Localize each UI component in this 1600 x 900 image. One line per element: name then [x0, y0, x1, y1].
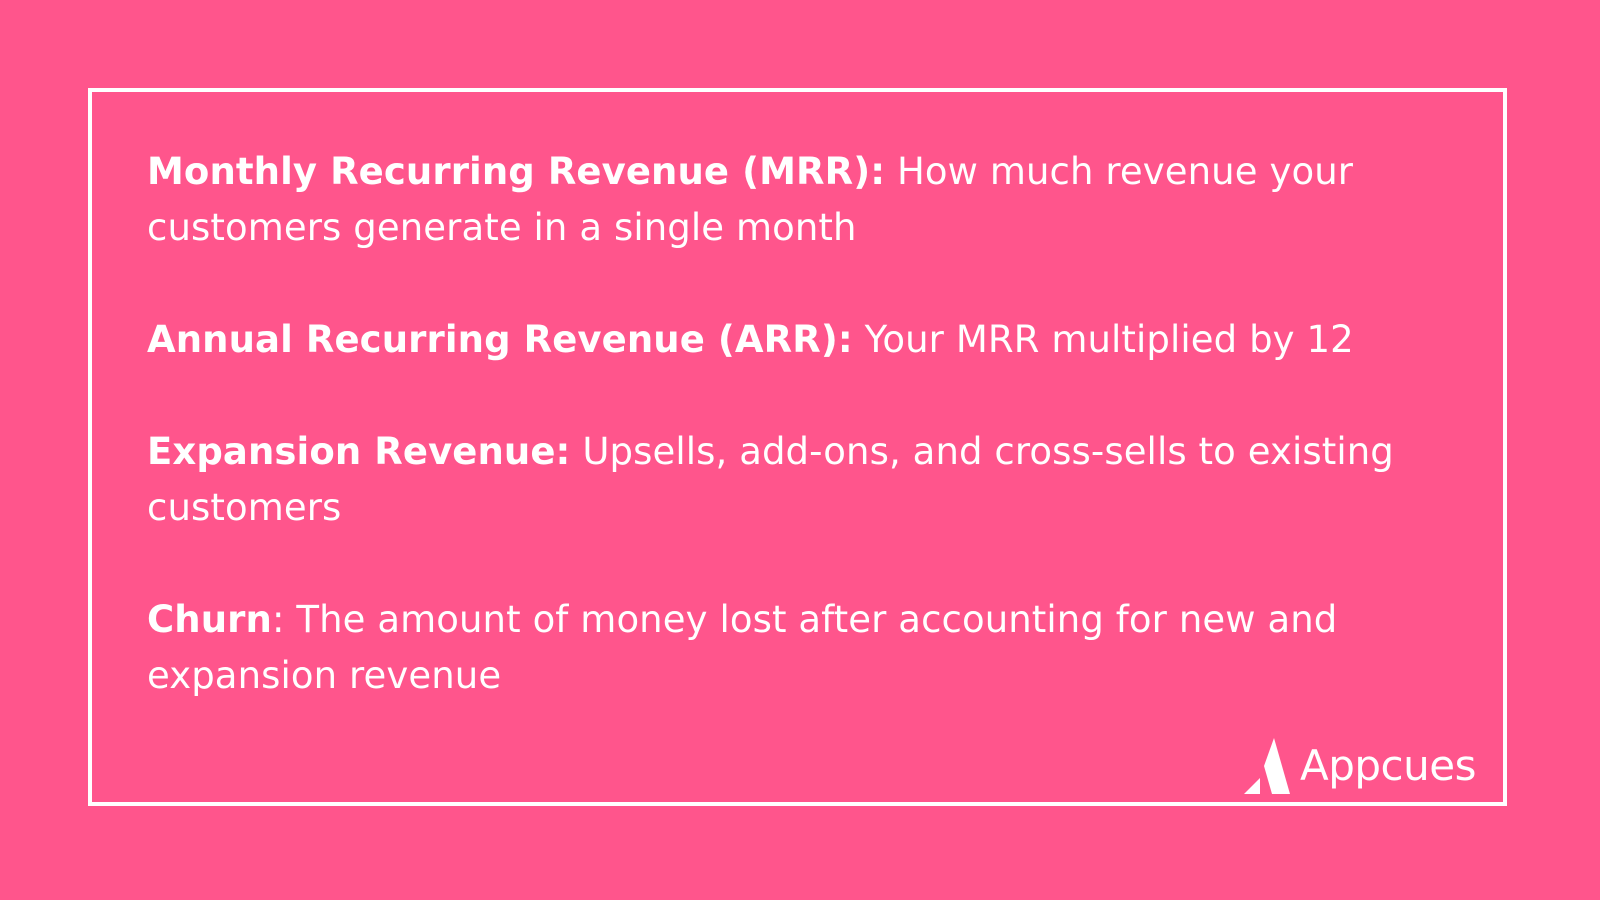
definition-expansion-revenue: Expansion Revenue: Upsells, add-ons, and… [147, 424, 1407, 536]
definition-term: Churn [147, 598, 272, 641]
definition-separator: : [271, 598, 297, 641]
definition-arr: Annual Recurring Revenue (ARR): Your MRR… [147, 312, 1407, 368]
definition-separator [853, 318, 865, 361]
definition-term: Annual Recurring Revenue (ARR): [147, 318, 853, 361]
definition-description: How much revenue your customers generate… [147, 150, 1354, 249]
definitions-list: Monthly Recurring Revenue (MRR): How muc… [147, 144, 1407, 704]
definition-term: Expansion Revenue: [147, 430, 571, 473]
definition-description: The amount of money lost after accountin… [147, 598, 1338, 697]
definition-mrr: Monthly Recurring Revenue (MRR): How muc… [147, 144, 1407, 256]
definition-separator [885, 150, 897, 193]
content-frame [88, 88, 1507, 806]
definition-description: Your MRR multiplied by 12 [864, 318, 1354, 361]
appcues-logo-icon [1244, 738, 1290, 794]
appcues-logo: Appcues [1244, 738, 1476, 794]
definition-churn: Churn: The amount of money lost after ac… [147, 592, 1407, 704]
definition-term: Monthly Recurring Revenue (MRR): [147, 150, 886, 193]
brand-name: Appcues [1300, 741, 1476, 790]
definition-separator [570, 430, 582, 473]
definition-description: Upsells, add-ons, and cross-sells to exi… [147, 430, 1394, 529]
